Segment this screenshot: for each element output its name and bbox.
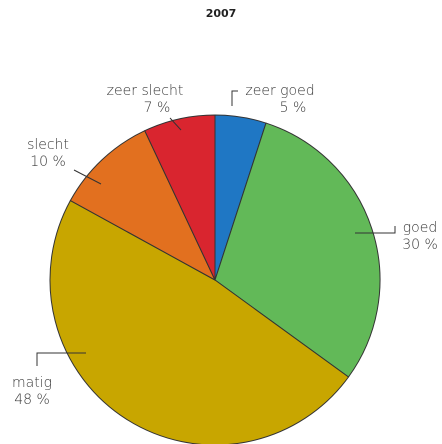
pie-slice [69, 130, 217, 282]
value-label: 7 % [144, 100, 171, 116]
value-label: 30 % [402, 237, 438, 253]
slice-label: goed [403, 220, 437, 236]
leader-line [73, 169, 102, 185]
slice-label: zeer slecht [107, 83, 184, 99]
value-label: 10 % [30, 154, 66, 170]
slice-label: zeer goed [245, 83, 314, 99]
leader-line [355, 226, 396, 234]
leader-line [36, 352, 86, 366]
slice-label: matig [12, 375, 52, 391]
pie-slice [49, 199, 350, 444]
value-label: 5 % [280, 100, 307, 116]
pie-slice [214, 122, 381, 378]
chart-title: 2007 [206, 7, 237, 20]
slice-label: slecht [27, 137, 69, 153]
leader-line [231, 90, 238, 106]
value-label: 48 % [14, 392, 50, 408]
pie-slice [144, 114, 216, 281]
leader-line [169, 117, 182, 131]
